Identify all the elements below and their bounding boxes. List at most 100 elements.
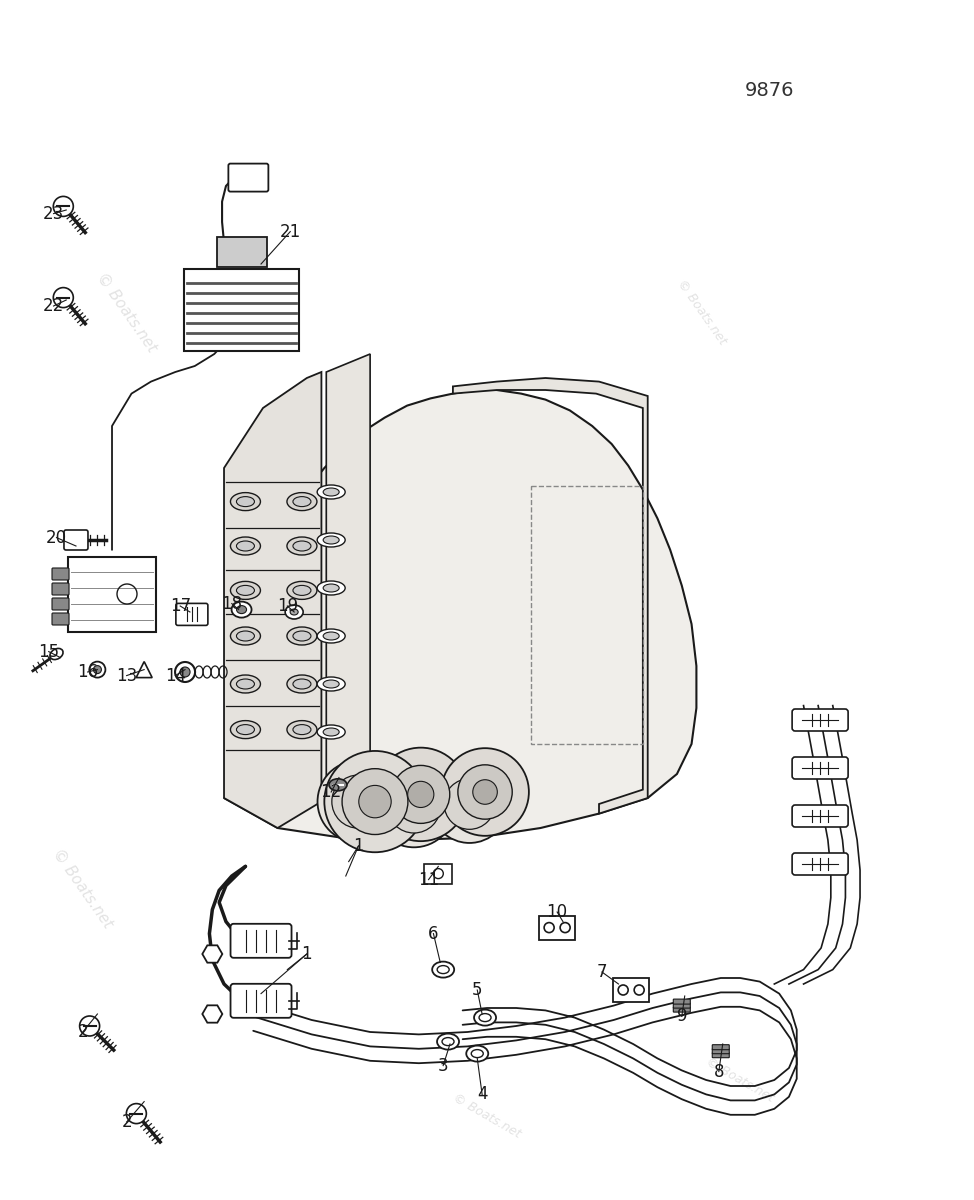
Ellipse shape [323, 536, 339, 544]
Text: 14: 14 [165, 666, 186, 684]
Polygon shape [453, 378, 648, 814]
Text: 10: 10 [546, 902, 568, 922]
FancyBboxPatch shape [64, 530, 88, 550]
Ellipse shape [323, 632, 339, 640]
Circle shape [472, 780, 498, 804]
Text: © Boats.net: © Boats.net [704, 1055, 776, 1105]
Ellipse shape [474, 1009, 496, 1026]
Text: 7: 7 [597, 962, 607, 982]
FancyBboxPatch shape [673, 1007, 691, 1012]
Ellipse shape [237, 497, 254, 506]
Circle shape [431, 766, 508, 842]
Ellipse shape [287, 492, 317, 510]
Text: 9: 9 [677, 1007, 687, 1025]
Ellipse shape [467, 1045, 488, 1062]
Circle shape [318, 761, 399, 842]
Ellipse shape [293, 497, 311, 506]
Ellipse shape [231, 626, 260, 646]
FancyBboxPatch shape [792, 709, 848, 731]
Text: 11: 11 [418, 871, 439, 888]
Text: © Boats.net: © Boats.net [674, 277, 729, 347]
Text: 6: 6 [429, 924, 438, 943]
Text: 2: 2 [78, 1022, 88, 1040]
FancyBboxPatch shape [52, 613, 69, 625]
Ellipse shape [323, 584, 339, 592]
Ellipse shape [231, 581, 260, 599]
FancyBboxPatch shape [176, 604, 207, 625]
Circle shape [80, 1016, 99, 1036]
Circle shape [358, 785, 392, 818]
Circle shape [408, 781, 433, 808]
Ellipse shape [237, 725, 254, 734]
Ellipse shape [287, 538, 317, 554]
Ellipse shape [318, 533, 345, 547]
Polygon shape [224, 390, 696, 840]
Text: 22: 22 [43, 296, 64, 314]
Circle shape [94, 666, 101, 673]
Ellipse shape [318, 677, 345, 691]
FancyBboxPatch shape [712, 1045, 730, 1050]
Ellipse shape [237, 586, 254, 595]
Text: 21: 21 [280, 223, 301, 240]
Text: 20: 20 [46, 528, 67, 546]
Circle shape [444, 779, 495, 829]
Ellipse shape [442, 1038, 454, 1045]
Ellipse shape [318, 581, 345, 595]
Ellipse shape [50, 648, 63, 660]
Ellipse shape [323, 680, 339, 688]
Ellipse shape [287, 674, 317, 692]
Ellipse shape [323, 728, 339, 736]
FancyBboxPatch shape [712, 1052, 730, 1057]
Ellipse shape [479, 1014, 491, 1021]
Text: © Boats.net: © Boats.net [50, 846, 116, 930]
Ellipse shape [293, 586, 311, 595]
Polygon shape [326, 354, 370, 798]
Circle shape [324, 751, 426, 852]
Ellipse shape [293, 631, 311, 641]
Ellipse shape [232, 601, 251, 618]
Text: 13: 13 [116, 666, 137, 684]
Circle shape [54, 197, 73, 216]
Ellipse shape [285, 605, 303, 619]
FancyBboxPatch shape [216, 236, 267, 266]
Text: 17: 17 [169, 596, 191, 614]
Circle shape [458, 764, 512, 820]
Ellipse shape [231, 492, 260, 510]
Text: 16: 16 [77, 662, 98, 682]
Text: © Boats.net: © Boats.net [94, 270, 160, 354]
Text: 23: 23 [43, 204, 64, 222]
Polygon shape [203, 1006, 222, 1022]
Text: 3: 3 [438, 1057, 448, 1075]
Ellipse shape [237, 679, 254, 689]
Circle shape [373, 766, 455, 847]
Circle shape [342, 769, 408, 834]
Ellipse shape [432, 961, 454, 978]
Ellipse shape [293, 679, 311, 689]
Circle shape [441, 748, 529, 836]
Ellipse shape [318, 725, 345, 739]
Ellipse shape [287, 581, 317, 599]
FancyBboxPatch shape [231, 984, 291, 1018]
FancyBboxPatch shape [614, 978, 649, 1002]
Text: 2: 2 [122, 1114, 131, 1130]
Ellipse shape [293, 541, 311, 551]
FancyBboxPatch shape [184, 269, 299, 350]
Text: 15: 15 [38, 643, 59, 660]
Polygon shape [203, 946, 222, 962]
Ellipse shape [318, 629, 345, 643]
Circle shape [392, 766, 450, 823]
FancyBboxPatch shape [792, 805, 848, 827]
FancyBboxPatch shape [540, 916, 575, 940]
Ellipse shape [437, 966, 449, 973]
Ellipse shape [329, 779, 347, 791]
Circle shape [54, 288, 73, 307]
Ellipse shape [290, 608, 298, 614]
Text: 5: 5 [472, 980, 482, 998]
Ellipse shape [237, 631, 254, 641]
FancyBboxPatch shape [228, 163, 269, 192]
FancyBboxPatch shape [231, 924, 291, 958]
Ellipse shape [237, 606, 246, 613]
Ellipse shape [471, 1050, 483, 1057]
FancyBboxPatch shape [52, 568, 69, 580]
FancyBboxPatch shape [425, 864, 452, 883]
